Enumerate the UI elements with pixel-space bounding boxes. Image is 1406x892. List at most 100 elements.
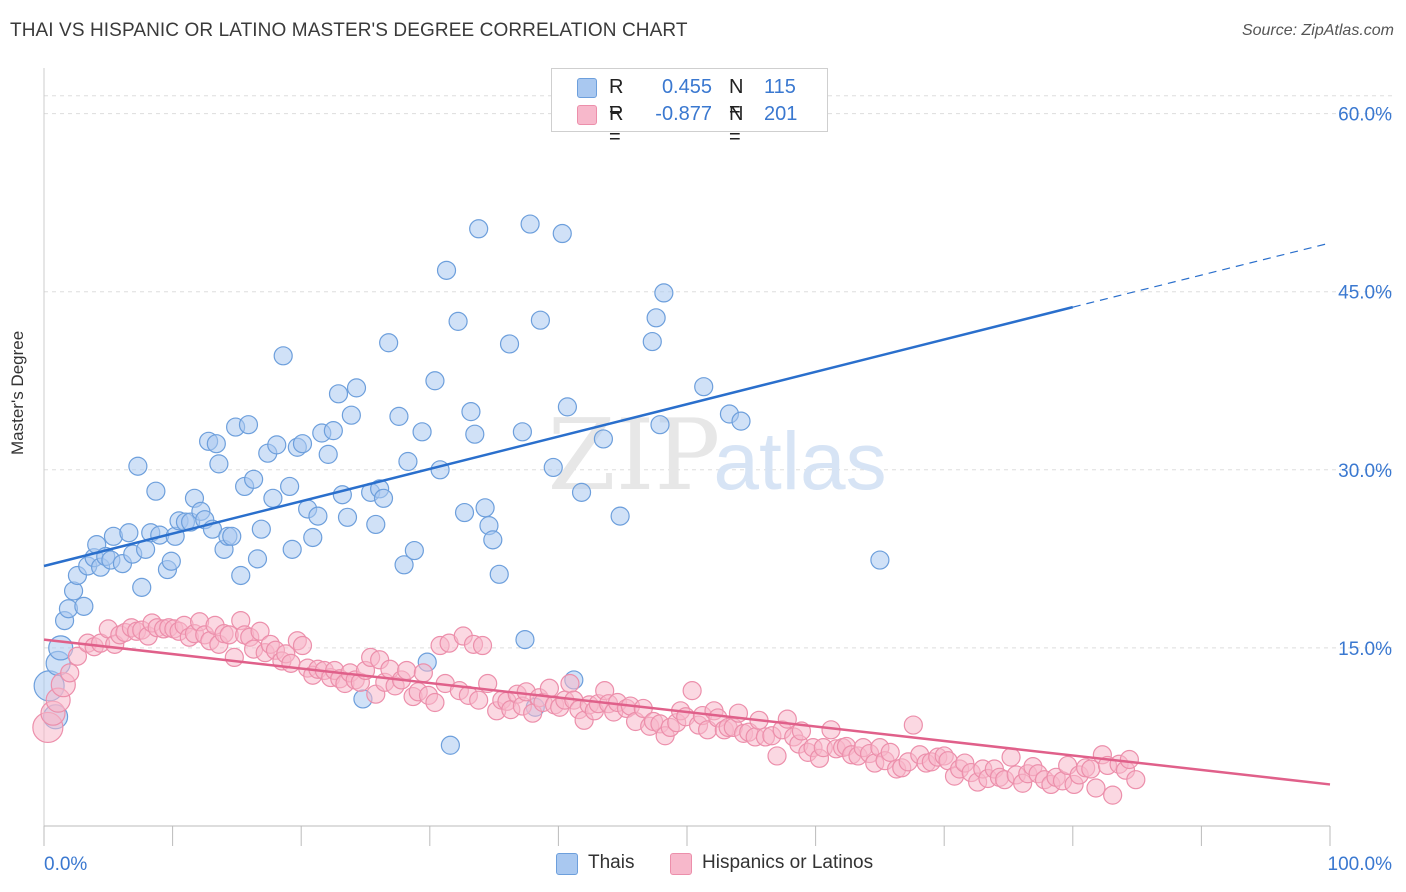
- watermark: ZIP atlas: [548, 399, 887, 513]
- hispanic-point-79: [469, 690, 489, 710]
- thai-point-107: [650, 415, 670, 435]
- hispanic-point-80: [472, 635, 493, 656]
- thai-swatch: [577, 78, 597, 98]
- thai-point-93: [512, 422, 532, 442]
- thai-point-55: [292, 434, 313, 454]
- thai-point-40: [222, 526, 242, 546]
- thai-point-20: [132, 577, 152, 597]
- thai-point-8: [74, 596, 94, 616]
- watermark-atlas: atlas: [713, 416, 886, 507]
- thai-point-112: [870, 550, 890, 570]
- hispanic-point-160: [903, 715, 923, 735]
- thai-point-99: [552, 223, 572, 244]
- thai-point-46: [247, 549, 268, 569]
- hispanic-trend-line: [43, 638, 1331, 786]
- hispanic-point-177: [1001, 747, 1021, 767]
- thai-point-106: [646, 308, 666, 328]
- y-tick-label-3: 60.0%: [1338, 105, 1392, 126]
- correlation-legend: R = 0.455 N = 115 R = -0.877 N = 201: [551, 68, 828, 148]
- hispanic-r-label: R =: [609, 103, 624, 148]
- hispanic-point-96: [560, 673, 580, 694]
- thai-point-82: [440, 735, 460, 755]
- x-tick-label-min: 0.0%: [44, 854, 87, 875]
- hispanic-point-4: [60, 663, 80, 683]
- hispanic-n-label: N =: [729, 103, 744, 148]
- thai-point-47: [251, 519, 271, 539]
- thai-point-61: [323, 421, 343, 441]
- thai-point-36: [206, 434, 226, 454]
- hispanic-point-44: [281, 653, 301, 673]
- hispanic-point-38: [250, 621, 270, 641]
- thai-point-62: [328, 384, 349, 404]
- thai-point-102: [571, 482, 592, 502]
- chart-title: THAI VS HISPANIC OR LATINO MASTER'S DEGR…: [10, 20, 688, 41]
- hispanic-point-69: [413, 663, 433, 683]
- thai-point-44: [238, 415, 259, 435]
- y-axis-label: Master's Degree: [8, 330, 27, 455]
- thai-point-65: [341, 405, 361, 425]
- hispanic-point-33: [224, 647, 244, 668]
- thai-point-94: [515, 629, 535, 650]
- thai-point-69: [366, 514, 386, 535]
- hispanic-n-value: 201: [764, 103, 798, 125]
- hispanics-legend-label: Hispanics or Latinos: [702, 852, 874, 873]
- hispanic-point-66: [397, 660, 417, 681]
- thai-point-90: [483, 530, 503, 550]
- hispanic-point-195: [1103, 785, 1123, 805]
- thai-point-64: [337, 507, 358, 527]
- thai-point-50: [267, 435, 287, 455]
- thai-point-19: [128, 456, 148, 476]
- thai-point-58: [308, 506, 328, 526]
- thai-point-100: [557, 397, 578, 417]
- thai-point-52: [280, 476, 300, 497]
- thai-point-87: [469, 219, 489, 239]
- thai-point-95: [520, 214, 540, 234]
- source-label: Source: ZipAtlas.com: [1241, 22, 1394, 39]
- thai-point-17: [119, 523, 139, 543]
- thai-point-42: [231, 565, 251, 586]
- thai-trend-line: [43, 305, 1074, 568]
- hispanic-point-135: [767, 746, 787, 766]
- y-tick-label-2: 45.0%: [1338, 283, 1392, 304]
- thai-point-51: [273, 346, 293, 366]
- thai-point-85: [461, 402, 481, 422]
- thais-legend-label: Thais: [588, 852, 635, 873]
- thai-n-label: N =: [729, 76, 744, 121]
- thai-point-108: [654, 283, 674, 303]
- thai-trend-extension: [1072, 242, 1331, 308]
- thai-point-91: [489, 564, 509, 584]
- thai-point-37: [209, 454, 229, 474]
- thai-point-79: [425, 371, 445, 391]
- thai-point-98: [543, 457, 563, 478]
- hispanic-point-71: [425, 692, 445, 713]
- thai-point-84: [454, 502, 475, 523]
- thai-point-105: [642, 331, 662, 352]
- hispanic-swatch: [577, 105, 597, 125]
- thai-point-60: [318, 444, 338, 464]
- hispanic-point-137: [777, 709, 797, 729]
- hispanic-point-119: [682, 681, 702, 701]
- thai-point-74: [394, 555, 414, 575]
- thai-point-45: [244, 469, 264, 489]
- thai-point-111: [731, 411, 751, 431]
- thai-r-value: 0.455: [661, 76, 712, 98]
- thai-point-97: [530, 310, 550, 330]
- hispanic-point-192: [1086, 778, 1106, 798]
- thai-point-73: [389, 406, 409, 426]
- hispanic-point-198: [1119, 749, 1139, 770]
- y-tick-label-0: 15.0%: [1338, 639, 1392, 660]
- thai-point-83: [448, 311, 468, 331]
- thai-point-26: [161, 551, 181, 571]
- thai-point-86: [465, 424, 485, 444]
- thai-point-71: [373, 488, 394, 508]
- thai-point-57: [303, 527, 323, 548]
- thai-point-72: [379, 333, 399, 353]
- thai-point-23: [146, 481, 166, 501]
- hispanic-r-value: -0.877: [655, 103, 712, 125]
- thai-point-81: [436, 260, 457, 280]
- thai-point-92: [499, 334, 520, 354]
- hispanic-point-46: [292, 635, 313, 656]
- thai-point-77: [412, 422, 432, 442]
- thai-point-75: [398, 451, 418, 472]
